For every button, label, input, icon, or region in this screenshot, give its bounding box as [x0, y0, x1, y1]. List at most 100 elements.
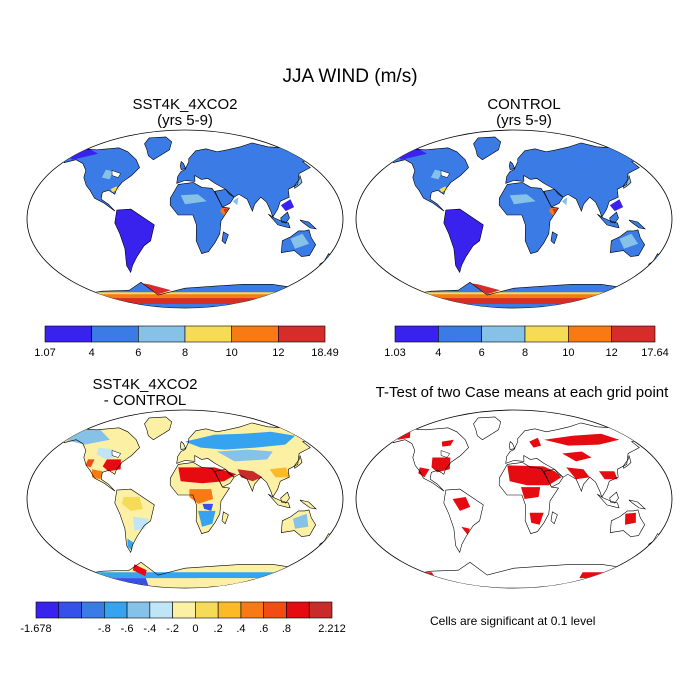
wind-patch: [180, 194, 207, 205]
lake: [440, 450, 451, 458]
wind-patch: [470, 283, 501, 295]
coastline-madagascar: [550, 511, 558, 525]
wind-patch: [552, 208, 558, 214]
wind-zone-uk: [509, 161, 515, 170]
coastline-south-america: [114, 488, 155, 554]
significant-region: [625, 512, 636, 525]
wind-patch: [561, 197, 568, 206]
panel-title-line2: - CONTROL: [103, 392, 187, 409]
colorbar-top-left-swatch: [44, 325, 92, 343]
diff-patch: [237, 469, 263, 482]
wind-patch: [110, 186, 119, 193]
tl-map-group: [26, 129, 344, 309]
diff-patch: [132, 564, 147, 577]
coastline-madagascar: [221, 511, 229, 525]
coastline-borneo: [609, 491, 619, 504]
significant-region: [529, 512, 544, 525]
coastline-japan: [294, 175, 303, 189]
wind-patch: [116, 214, 151, 241]
land-borneo: [280, 212, 290, 223]
colorbar-bottom-left-label: .6: [259, 623, 268, 635]
map-bottom-left: [26, 409, 344, 589]
coastline-australia: [280, 509, 317, 537]
coastline-madagascar: [221, 231, 229, 245]
wind-patch: [592, 177, 610, 188]
colorbar-top-right-swatch: [611, 325, 656, 343]
coastline-australia: [280, 229, 317, 257]
coastline-uk: [508, 161, 516, 170]
wind-patch: [263, 177, 281, 188]
colorbar-top-left-label: 18.49: [311, 347, 339, 359]
colorbar-top-right-label: 17.64: [641, 347, 669, 359]
colorbar-top-right-label: 1.03: [384, 347, 405, 359]
panel-title-line2: (yrs 5-9): [496, 112, 552, 129]
coastline-australia: [609, 229, 646, 257]
colorbar-bottom-left-swatch: [240, 601, 264, 619]
coastline-borneo: [609, 211, 619, 224]
coastline-indonesia: [268, 493, 291, 509]
coastline-uk: [508, 441, 516, 450]
significant-region: [599, 471, 618, 480]
colorbar-bottom-left: -1.678 -.8 -.6 -.4 -.2 0 .2 .4 .6 .8 2.212: [20, 601, 346, 635]
colorbar-top-left-swatch: [91, 325, 139, 343]
panel-title-top-right: CONTROL (yrs 5-9): [364, 97, 684, 129]
colorbar-top-left-label: 6: [135, 347, 141, 359]
diff-patch: [216, 449, 273, 462]
colorbar-top-left-swatch: [231, 325, 279, 343]
coastline-borneo: [280, 491, 290, 504]
land-north-america: [62, 427, 140, 492]
wind-patch: [430, 169, 443, 180]
colorbar-bottom-left-label: 2.212: [318, 623, 346, 635]
colorbar-bottom-left-swatch: [149, 601, 173, 619]
coastline-japan: [294, 455, 303, 469]
land-borneo: [280, 492, 290, 503]
coastline-new-guinea: [628, 219, 647, 230]
diff-patch: [61, 572, 309, 579]
significant-region: [521, 487, 541, 499]
coastline-greenland: [144, 416, 173, 441]
diff-patch: [198, 510, 216, 527]
panel-title-top-left: SST4K_4XCO2 (yrs 5-9): [25, 97, 345, 129]
colorbar-top-left-label: 10: [226, 347, 238, 359]
land-uk: [509, 441, 515, 450]
diff-patch: [189, 489, 214, 504]
panel-title-line2: (yrs 5-9): [157, 112, 213, 129]
significant-region: [579, 572, 610, 579]
panel-title-line1: SST4K_4XCO2: [92, 376, 198, 393]
coastline-uk: [179, 161, 187, 170]
colorbar-bottom-left-swatch: [172, 601, 196, 619]
land-new-guinea: [300, 500, 317, 509]
colorbar-bottom-left-swatch: [81, 601, 105, 619]
colorbar-bottom-left-label: -.4: [143, 623, 156, 635]
coastline-japan: [623, 175, 632, 189]
significant-region: [544, 433, 620, 446]
land-greenland: [473, 416, 501, 440]
panel-title-bottom-right: T-Test of two Case means at each grid po…: [375, 384, 669, 401]
colorbar-bottom-left-label: .8: [282, 623, 291, 635]
wind-patch: [439, 186, 448, 193]
colorbar-top-right-swatch: [438, 325, 482, 343]
coastline-south-america: [443, 488, 484, 554]
significance-note: Cells are significant at 0.1 level: [430, 614, 596, 628]
coastline-south-america: [114, 208, 155, 274]
map-bottom-right: [355, 409, 673, 589]
colorbar-top-right-label: 12: [606, 347, 618, 359]
lake: [111, 450, 122, 458]
diff-patch: [293, 513, 309, 529]
coastline-uk: [179, 441, 187, 450]
colorbar-bottom-left-swatch: [126, 601, 151, 619]
coastline-arabia: [543, 188, 564, 208]
wind-patch: [141, 283, 172, 295]
colorbar-top-right-label: 4: [435, 347, 441, 359]
coastline-africa: [498, 182, 560, 254]
coastline-africa: [169, 462, 231, 534]
map-top-right: [355, 129, 673, 309]
colorbar-bottom-left-label: -1.678: [20, 623, 51, 635]
land-uk: [180, 441, 186, 450]
colorbar-bottom-left-swatch: [286, 601, 310, 619]
colorbar-bottom-left-label: 0: [192, 623, 198, 635]
coastline-north-america: [62, 147, 140, 212]
coastline-japan: [623, 455, 632, 469]
coastline-madagascar: [550, 231, 558, 245]
colorbar-top-right-label: 6: [479, 347, 485, 359]
